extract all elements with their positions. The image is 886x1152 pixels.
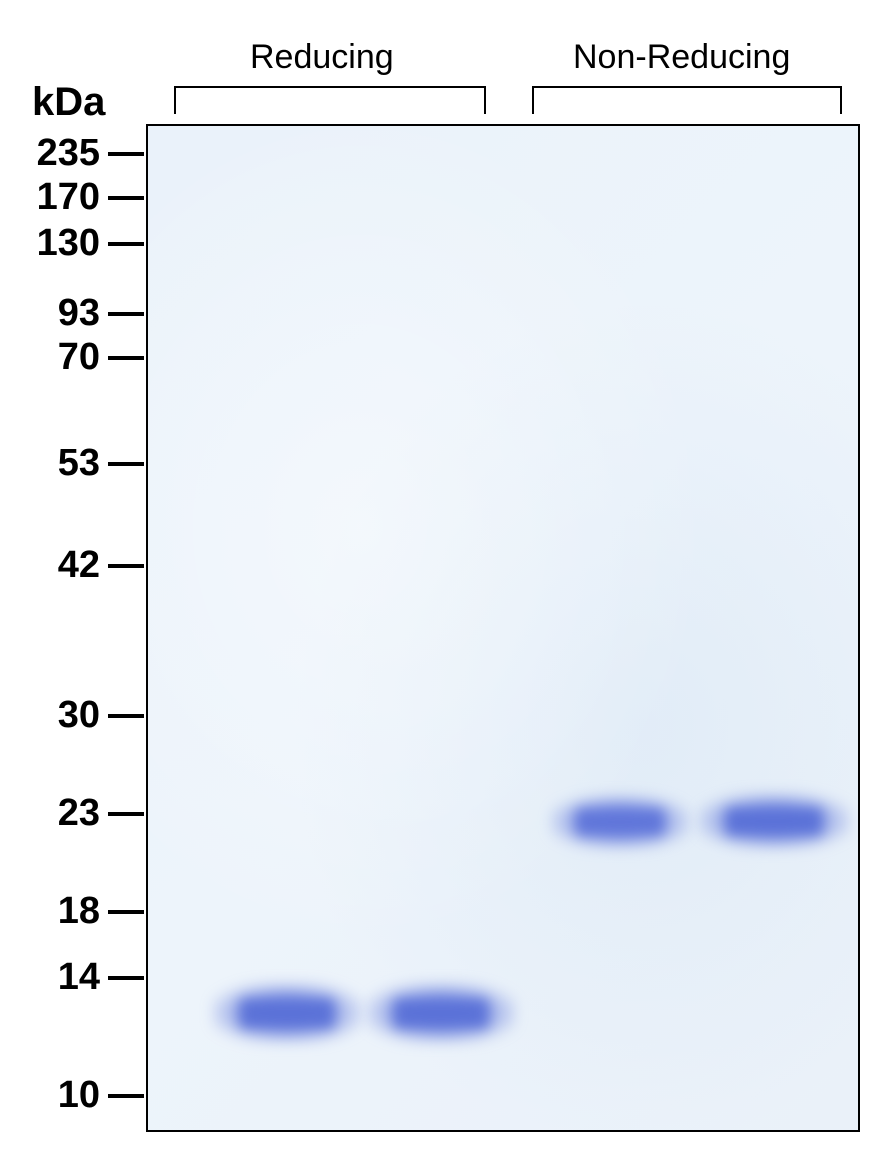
marker-row: 42 <box>6 544 144 587</box>
marker-value: 170 <box>6 176 106 219</box>
marker-value: 93 <box>6 292 106 335</box>
marker-tick <box>108 1094 144 1098</box>
marker-tick <box>108 462 144 466</box>
marker-tick <box>108 312 144 316</box>
lane-group-bracket-nonreducing <box>532 86 842 114</box>
protein-band <box>550 794 690 850</box>
marker-row: 10 <box>6 1074 144 1117</box>
marker-value: 14 <box>6 956 106 999</box>
marker-value: 42 <box>6 544 106 587</box>
marker-row: 53 <box>6 442 144 485</box>
marker-value: 235 <box>6 132 106 175</box>
protein-band <box>212 982 362 1044</box>
gel-image <box>146 124 860 1132</box>
lane-group-label-reducing: Reducing <box>250 38 394 77</box>
marker-value: 130 <box>6 222 106 265</box>
marker-value: 70 <box>6 336 106 379</box>
marker-row: 30 <box>6 694 144 737</box>
marker-tick <box>108 356 144 360</box>
marker-row: 130 <box>6 222 144 265</box>
marker-tick <box>108 152 144 156</box>
gel-background-texture <box>148 126 858 1130</box>
marker-value: 18 <box>6 890 106 933</box>
marker-value: 30 <box>6 694 106 737</box>
marker-tick <box>108 976 144 980</box>
lane-group-bracket-reducing <box>174 86 486 114</box>
marker-value: 10 <box>6 1074 106 1117</box>
marker-value: 53 <box>6 442 106 485</box>
marker-row: 70 <box>6 336 144 379</box>
marker-row: 93 <box>6 292 144 335</box>
marker-row: 170 <box>6 176 144 219</box>
lane-group-label-nonreducing: Non-Reducing <box>573 38 790 77</box>
marker-tick <box>108 812 144 816</box>
marker-row: 14 <box>6 956 144 999</box>
protein-band <box>698 792 850 850</box>
marker-tick <box>108 564 144 568</box>
marker-tick <box>108 910 144 914</box>
marker-value: 23 <box>6 792 106 835</box>
marker-tick <box>108 196 144 200</box>
protein-band <box>366 982 516 1044</box>
marker-row: 18 <box>6 890 144 933</box>
y-axis-label: kDa <box>32 80 105 125</box>
marker-tick <box>108 714 144 718</box>
marker-row: 23 <box>6 792 144 835</box>
gel-figure: kDa Reducing Non-Reducing 235170130 9370 5… <box>0 0 886 1152</box>
marker-row: 235 <box>6 132 144 175</box>
marker-tick <box>108 242 144 246</box>
